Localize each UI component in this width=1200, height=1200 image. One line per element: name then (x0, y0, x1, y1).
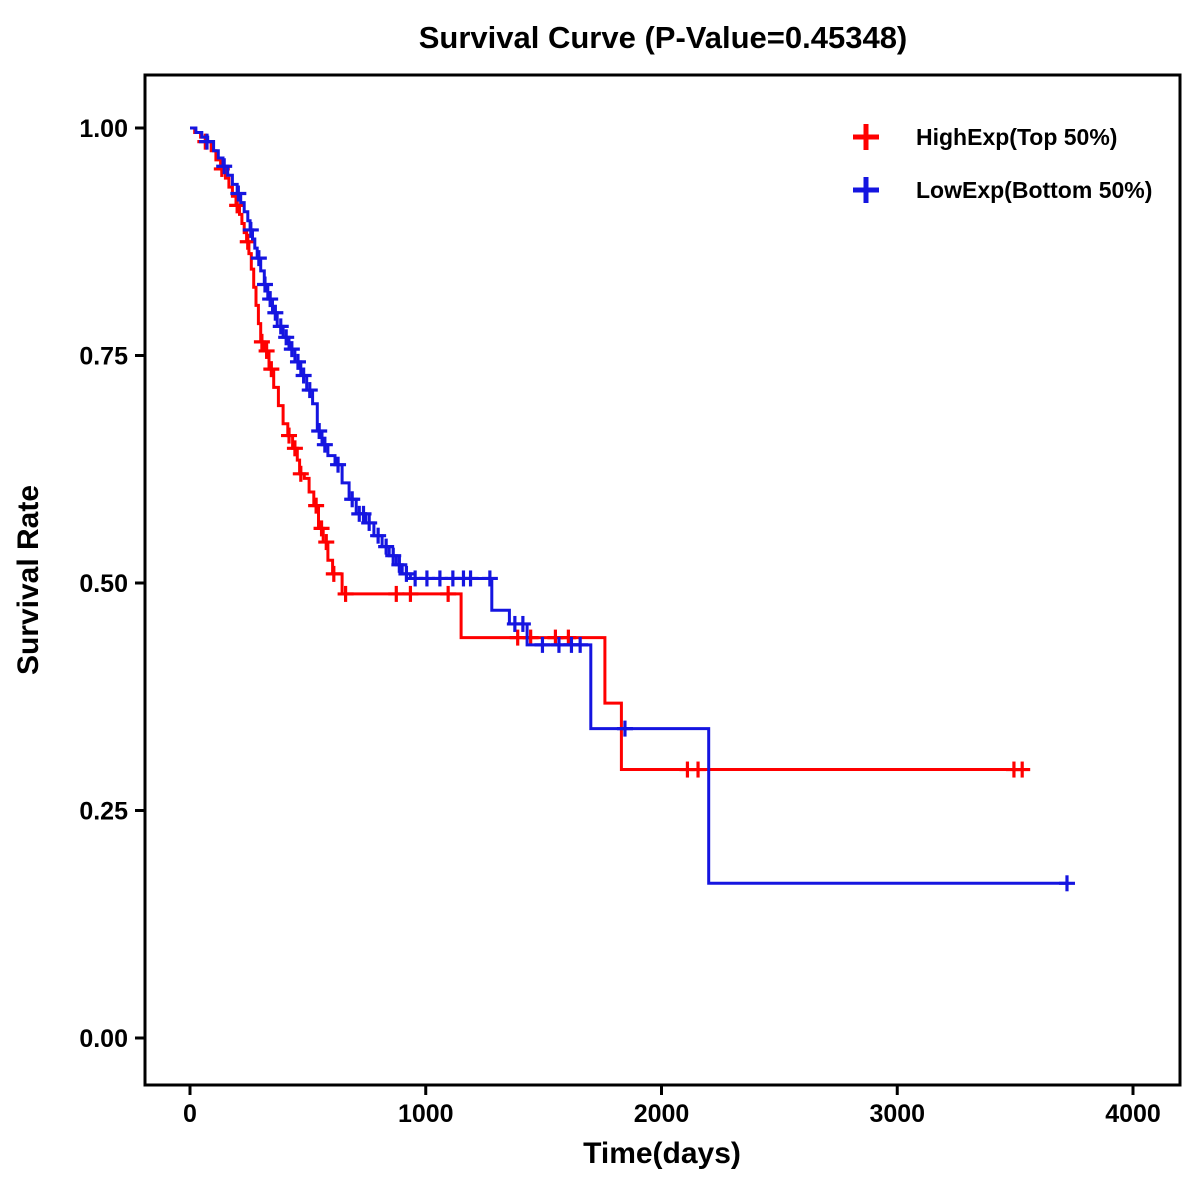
x-tick-label: 2000 (634, 1100, 690, 1128)
y-tick-label: 1.00 (79, 115, 128, 143)
y-tick-label: 0.00 (79, 1025, 128, 1053)
x-axis-title: Time(days) (583, 1137, 741, 1170)
y-tick-label: 0.75 (79, 343, 128, 371)
chart-title: Survival Curve (P-Value=0.45348) (419, 20, 908, 55)
legend-label-lowexp: LowExp(Bottom 50%) (916, 177, 1152, 203)
plot-generated-content: 0 1000 2000 3000 4000 0.00 0.25 0.50 0.75 1.00 Hig… (79, 73, 1182, 1128)
x-tick-label: 0 (183, 1100, 197, 1128)
x-tick-label: 3000 (869, 1100, 925, 1128)
x-tick-label: 1000 (398, 1100, 454, 1128)
curve-highexp (190, 126, 1023, 771)
plot-border (143, 73, 1182, 1087)
y-tick-label: 0.25 (79, 798, 128, 826)
y-axis-title: Survival Rate (12, 485, 45, 675)
legend-label-highexp: HighExp(Top 50%) (916, 124, 1117, 150)
x-tick-label: 4000 (1105, 1100, 1161, 1128)
y-tick-label: 0.50 (79, 570, 128, 598)
